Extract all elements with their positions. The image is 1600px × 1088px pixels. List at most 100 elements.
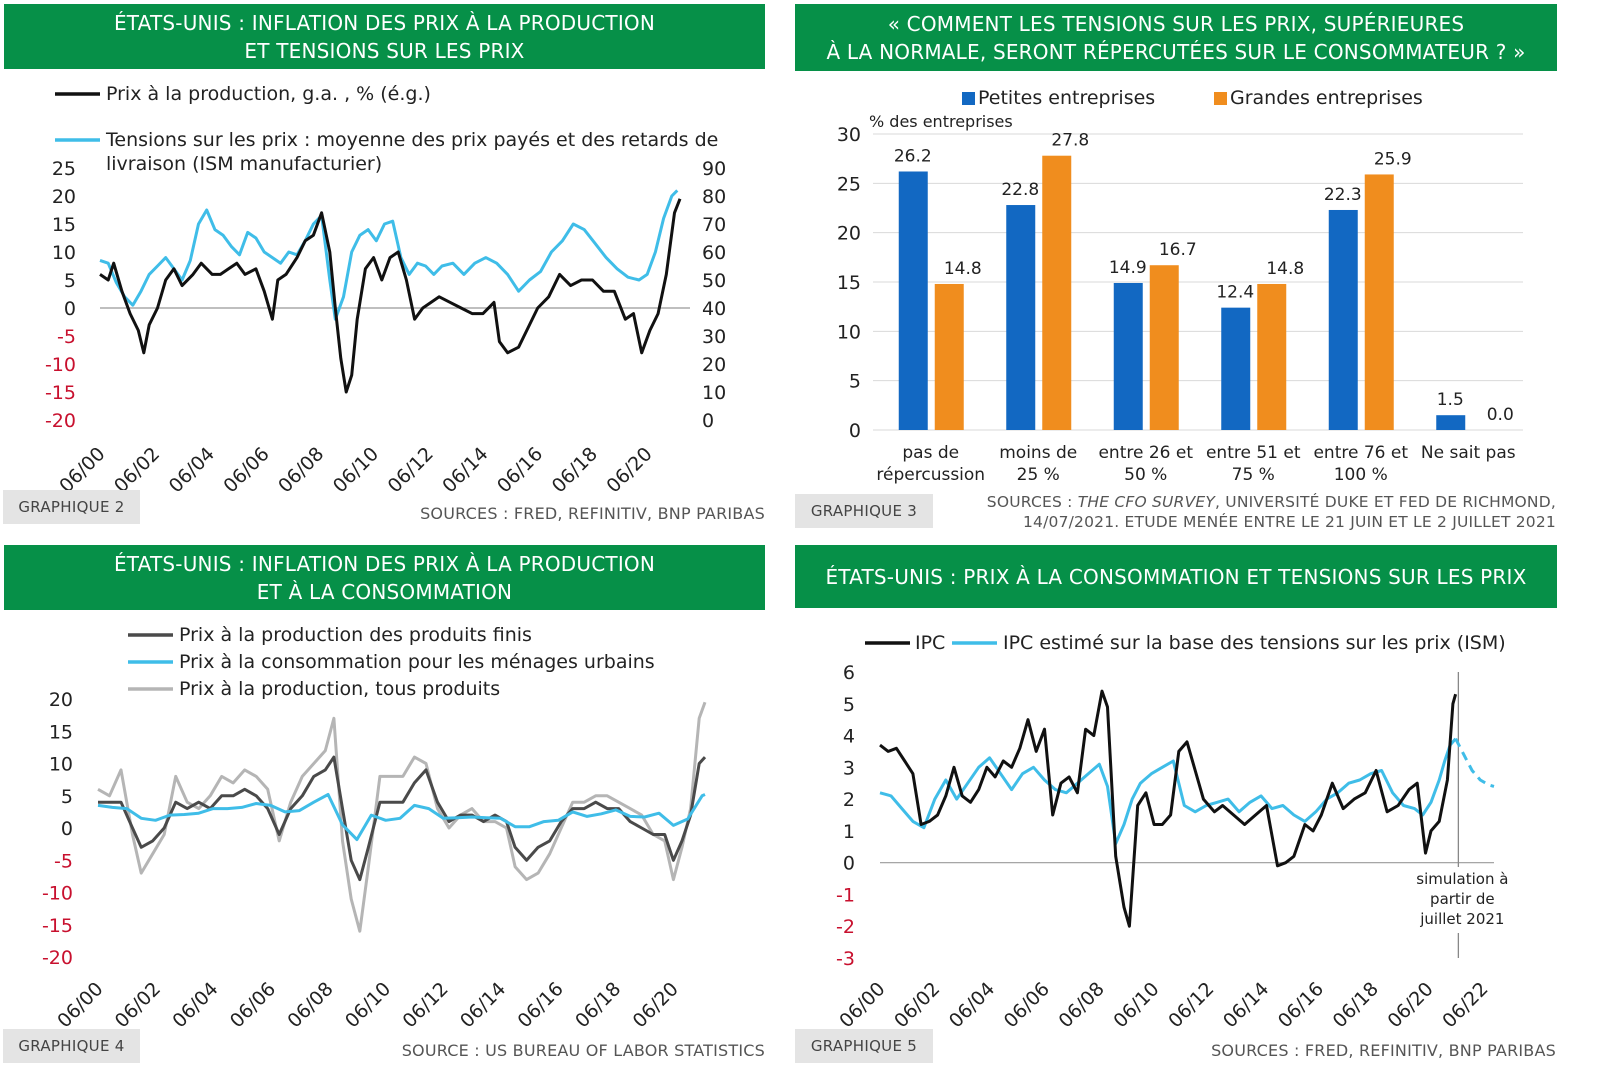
graph2-xtick-9: 06/18 bbox=[548, 443, 602, 497]
graph5-xtick-9: 06/18 bbox=[1329, 978, 1383, 1032]
graph4-xtick-2: 06/04 bbox=[168, 978, 222, 1032]
graph3-ytick-5: 5 bbox=[849, 371, 861, 393]
graph2-xtick-10: 06/20 bbox=[602, 443, 656, 497]
graph3-ytick-3: 15 bbox=[837, 272, 861, 294]
graph5-xtick-8: 06/16 bbox=[1274, 978, 1328, 1032]
graph5-ytick-2: 4 bbox=[843, 726, 855, 748]
graph3-category-4-line0: entre 76 et bbox=[1313, 443, 1408, 463]
graph4-xtick-8: 06/16 bbox=[514, 978, 568, 1032]
graph2-chart: Prix à la production, g.a. , % (é.g.) Ten… bbox=[45, 83, 726, 497]
graph3-bar-small-3 bbox=[1221, 307, 1251, 430]
graph4-chart: Prix à la production des produits finis P… bbox=[42, 624, 707, 1032]
graph4-ytick-8: -20 bbox=[42, 947, 73, 969]
graph3-source-prefix: SOURCES : bbox=[986, 493, 1078, 511]
graph3-ytick-2: 20 bbox=[837, 223, 861, 245]
graph4-ytick-6: -10 bbox=[42, 883, 73, 905]
graph3-ytick-6: 0 bbox=[849, 420, 861, 442]
graph2-ytick-left-6: -5 bbox=[57, 326, 76, 348]
graph5-annotation-line2: juillet 2021 bbox=[1419, 910, 1504, 928]
graph5-ytick-1: 5 bbox=[843, 694, 855, 716]
graph2-title-line1: ÉTATS-UNIS : INFLATION DES PRIX À LA PRO… bbox=[113, 10, 656, 35]
graph3-bar-small-4 bbox=[1328, 209, 1358, 430]
graph2-title-banner: ÉTATS-UNIS : INFLATION DES PRIX À LA PRO… bbox=[4, 4, 765, 69]
graph3-label-large-5: 0.0 bbox=[1487, 405, 1514, 425]
graph3-category-4-line1: 100 % bbox=[1334, 465, 1388, 485]
graph3-bar-small-2 bbox=[1113, 282, 1143, 430]
graph3-label-small-0: 26.2 bbox=[894, 146, 932, 166]
graph4-legend-1: Prix à la consommation pour les ménages … bbox=[179, 651, 655, 673]
graph5-annotation-line1: partir de bbox=[1430, 890, 1495, 908]
graph3-title-line2: À LA NORMALE, SERONT RÉPERCUTÉES SUR LE … bbox=[826, 39, 1526, 64]
graph5-series-simulation bbox=[1454, 738, 1495, 788]
graph4-xtick-1: 06/02 bbox=[111, 978, 165, 1032]
graph4-ytick-5: -5 bbox=[54, 850, 73, 872]
graph5-xtick-4: 06/08 bbox=[1055, 978, 1109, 1032]
graph3-source: SOURCES : THE CFO SURVEY, UNIVERSITÉ DUK… bbox=[960, 492, 1556, 532]
graph3-legend-swatch-small bbox=[962, 92, 975, 105]
graph3-label-small-1: 22.8 bbox=[1001, 180, 1039, 200]
graph4-xtick-7: 06/14 bbox=[456, 978, 510, 1032]
graph5-ytick-7: -1 bbox=[836, 884, 855, 906]
graph2-ytick-left-0: 25 bbox=[52, 158, 76, 180]
graph5-annotation-line0: simulation à bbox=[1416, 870, 1508, 888]
graph2-ytick-right-0: 90 bbox=[702, 158, 726, 180]
graph3-source-survey: THE CFO SURVEY bbox=[1077, 493, 1216, 511]
graph5-legend-estimate: IPC estimé sur la base des tensions sur … bbox=[1003, 632, 1506, 654]
graph4-xtick-4: 06/08 bbox=[283, 978, 337, 1032]
graph3-label-small-5: 1.5 bbox=[1437, 390, 1464, 410]
graph3-label-large-4: 25.9 bbox=[1374, 149, 1412, 169]
graph5-xtick-0: 06/00 bbox=[835, 978, 889, 1032]
graph2-tag: GRAPHIQUE 2 bbox=[3, 490, 140, 524]
graph3-category-0-line1: répercussion bbox=[876, 465, 985, 485]
graph5-xtick-11: 06/22 bbox=[1438, 978, 1492, 1032]
graph5-chart: IPC IPC estimé sur la base des tensions s… bbox=[835, 632, 1521, 1032]
graph2-ytick-left-5: 0 bbox=[64, 298, 76, 320]
graph3-category-1-line1: 25 % bbox=[1017, 465, 1060, 485]
graph4-legend-0: Prix à la production des produits finis bbox=[179, 624, 532, 646]
graph3-ylabel: % des entreprises bbox=[869, 112, 1013, 131]
graph5-annotation-bg bbox=[1408, 867, 1521, 933]
graph2-ytick-left-9: -20 bbox=[45, 410, 76, 432]
graph2-ytick-left-4: 5 bbox=[64, 270, 76, 292]
graph2-xtick-2: 06/04 bbox=[165, 443, 219, 497]
graph3-bar-large-0 bbox=[934, 283, 964, 430]
graph3-chart: Petites entreprises Grandes entreprises % … bbox=[837, 87, 1523, 485]
graph2-title-line2: ET TENSIONS SUR LES PRIX bbox=[244, 38, 525, 63]
graph3-bar-large-4 bbox=[1364, 174, 1394, 430]
graph3-ytick-4: 10 bbox=[837, 321, 861, 343]
graph4-legend-2: Prix à la production, tous produits bbox=[179, 678, 500, 700]
graph4-xtick-5: 06/10 bbox=[341, 978, 395, 1032]
graph3-source-suffix: , UNIVERSITÉ DUKE ET FED DE RICHMOND, bbox=[1215, 493, 1556, 511]
graph2-ytick-left-1: 20 bbox=[52, 186, 76, 208]
graph3-bar-small-0 bbox=[898, 171, 928, 430]
graph2-ytick-right-9: 0 bbox=[702, 410, 714, 432]
graph2-series-ppi bbox=[99, 198, 682, 394]
graph4-ytick-4: 0 bbox=[61, 818, 73, 840]
graph3-bar-large-1 bbox=[1042, 155, 1072, 430]
graph5-xtick-2: 06/04 bbox=[945, 978, 999, 1032]
graph3-label-small-4: 22.3 bbox=[1324, 185, 1362, 205]
graph5-ytick-3: 3 bbox=[843, 757, 855, 779]
graph3-tag: GRAPHIQUE 3 bbox=[795, 494, 933, 528]
graph5-ytick-0: 6 bbox=[843, 662, 855, 684]
graph3-category-1-line0: moins de bbox=[999, 443, 1077, 463]
graph3-label-large-0: 14.8 bbox=[944, 259, 982, 279]
graph3-category-3-line1: 75 % bbox=[1232, 465, 1275, 485]
graph4-title-line1: ÉTATS-UNIS : INFLATION DES PRIX À LA PRO… bbox=[113, 551, 656, 576]
graph3-label-small-3: 12.4 bbox=[1216, 283, 1254, 303]
graph3-label-large-3: 14.8 bbox=[1266, 259, 1304, 279]
graph2-ytick-right-5: 40 bbox=[702, 298, 726, 320]
graph4-xtick-10: 06/20 bbox=[629, 978, 683, 1032]
graph4-series-cpi bbox=[97, 793, 706, 842]
graph2-source: SOURCES : FRED, REFINITIV, BNP PARIBAS bbox=[420, 504, 765, 523]
graph5-ytick-9: -3 bbox=[836, 948, 855, 970]
graph2-legend-ppi: Prix à la production, g.a. , % (é.g.) bbox=[106, 83, 431, 105]
graph3-category-3-line0: entre 51 et bbox=[1206, 443, 1301, 463]
graph4-ytick-1: 15 bbox=[49, 721, 73, 743]
graph5-source: SOURCES : FRED, REFINITIV, BNP PARIBAS bbox=[1211, 1041, 1556, 1060]
graph5-ytick-6: 0 bbox=[843, 853, 855, 875]
graph5-title-line1: ÉTATS-UNIS : PRIX À LA CONSOMMATION ET T… bbox=[825, 564, 1527, 589]
graph3-ytick-0: 30 bbox=[837, 124, 861, 146]
graph3-label-large-1: 27.8 bbox=[1051, 131, 1089, 151]
graph3-category-2-line0: entre 26 et bbox=[1098, 443, 1193, 463]
